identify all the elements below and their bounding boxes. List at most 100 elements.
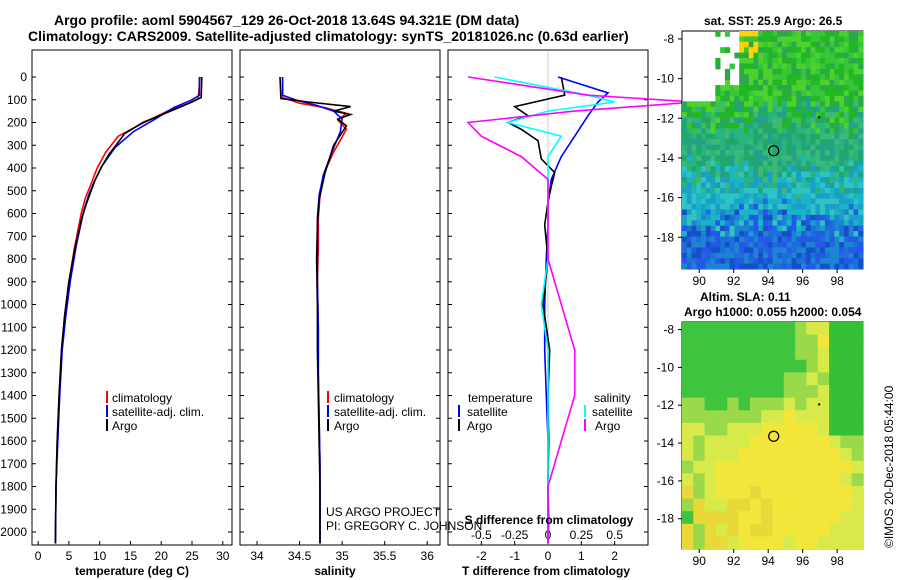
sst-cell <box>839 112 845 118</box>
sst-cell <box>767 31 773 37</box>
sst-cell <box>767 58 773 64</box>
sst-cell <box>853 90 859 97</box>
sst-cell <box>820 41 826 48</box>
sst-cell <box>753 182 759 189</box>
sst-cell <box>691 214 697 221</box>
sst-cell <box>739 58 745 64</box>
legend-label-argo: Argo <box>112 419 138 433</box>
sst-cell <box>686 155 692 162</box>
sst-cell <box>763 90 769 97</box>
sst-cell <box>724 187 731 194</box>
sla-cell <box>738 435 751 449</box>
sla-cell <box>693 359 705 373</box>
sla-cell <box>715 523 728 537</box>
sst-cell <box>729 95 735 102</box>
sst-cell <box>753 112 759 118</box>
sst-cell <box>710 187 716 194</box>
sst-cell <box>758 52 764 59</box>
sst-cell <box>848 263 854 270</box>
sst-cell <box>686 204 692 210</box>
sst-cell <box>763 193 769 200</box>
sst-cell <box>739 177 745 183</box>
sla-cell <box>840 498 853 512</box>
sst-cell <box>734 106 740 113</box>
sst-cell <box>715 182 721 189</box>
sst-cell <box>796 220 802 227</box>
sst-cell <box>820 247 826 254</box>
sst-cell <box>739 231 745 237</box>
sst-cell <box>777 101 783 108</box>
sst-cell <box>772 68 778 75</box>
sst-cell <box>753 144 759 151</box>
sst-cell <box>715 204 721 210</box>
sst-cell <box>810 187 816 194</box>
sla-cell <box>783 460 796 474</box>
sst-cell <box>815 187 821 194</box>
sst-cell <box>753 36 759 43</box>
sst-cell <box>748 117 754 124</box>
sla-cell <box>851 372 864 386</box>
sst-cell <box>767 101 773 108</box>
sla-y-tick-label: -16 <box>657 474 675 488</box>
sla-cell <box>727 334 739 348</box>
sst-cell <box>720 247 726 254</box>
sst-cell <box>767 160 773 167</box>
sst-cell <box>696 112 702 118</box>
sst-cell <box>786 182 792 189</box>
sla-cell <box>715 372 728 386</box>
sst-cell <box>682 193 688 200</box>
sst-cell <box>777 36 783 43</box>
sla-cell <box>851 410 864 424</box>
sst-cell <box>843 117 850 124</box>
sst-cell <box>758 112 764 118</box>
sst-cell <box>848 198 854 205</box>
sst-cell <box>772 242 778 248</box>
sst-cell <box>777 166 783 172</box>
sla-cell <box>806 473 819 487</box>
sst-cell <box>834 236 840 243</box>
sst-cell <box>767 47 773 53</box>
x-tick-label: 20 <box>155 549 169 563</box>
sst-cell <box>743 182 750 189</box>
sla-cell <box>817 347 830 361</box>
sst-cell <box>824 177 831 183</box>
sst-cell <box>786 187 792 194</box>
sst-cell <box>829 68 835 75</box>
sst-cell <box>801 263 807 270</box>
sst-cell <box>820 74 826 81</box>
sla-cell <box>806 523 819 537</box>
sst-cell <box>791 150 797 156</box>
sla-cell <box>704 397 717 411</box>
sst-cell <box>801 231 807 237</box>
depth-tick-label: 1500 <box>0 411 27 425</box>
sst-cell <box>743 220 750 227</box>
sst-cell <box>791 133 797 140</box>
sst-cell <box>810 209 816 216</box>
sst-cell <box>710 231 716 237</box>
sst-cell <box>710 247 716 254</box>
sst-cell <box>720 214 726 221</box>
sla-cell <box>840 523 853 537</box>
sla-cell <box>840 536 853 550</box>
sst-cell <box>858 252 864 259</box>
sst-cell <box>724 150 731 156</box>
sst-cell <box>772 187 778 194</box>
sst-cell <box>729 198 735 205</box>
sst-cell <box>763 52 769 59</box>
sst-cell <box>858 117 864 124</box>
sst-cell <box>848 52 854 59</box>
sst-cell <box>682 160 688 167</box>
sst-cell <box>710 214 716 221</box>
sla-cell <box>772 347 785 361</box>
sst-cell <box>739 68 745 75</box>
sst-cell <box>805 106 811 113</box>
sst-cell <box>796 247 802 254</box>
sst-cell <box>791 209 797 216</box>
sst-cell <box>786 112 792 118</box>
sst-cell <box>724 182 731 189</box>
sst-cell <box>729 139 735 145</box>
sst-cell <box>701 247 707 254</box>
sst-cell <box>729 236 735 243</box>
sst-cell <box>853 117 859 124</box>
sst-cell <box>820 220 826 227</box>
